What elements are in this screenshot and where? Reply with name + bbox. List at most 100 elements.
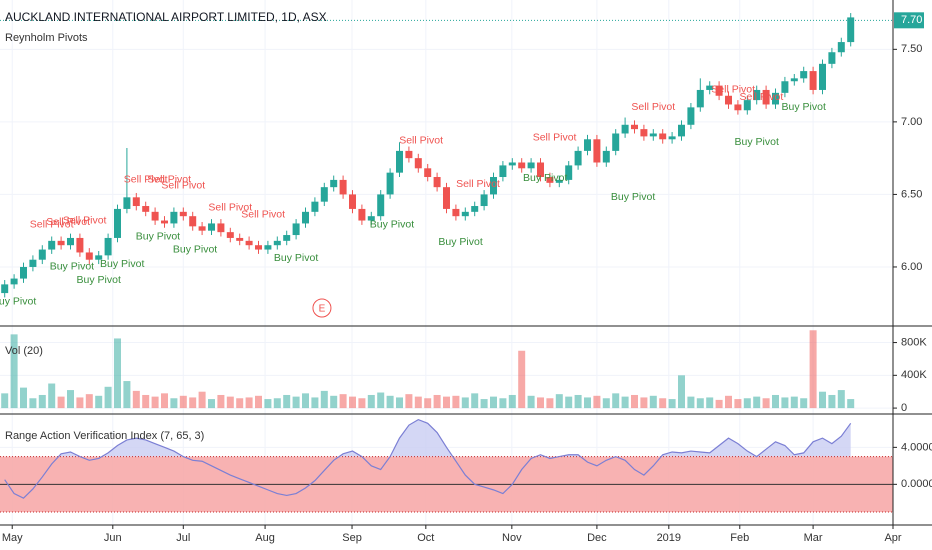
- candle-body: [57, 240, 65, 246]
- volume-bar: [208, 399, 215, 409]
- y-tick-label: 0.0000: [901, 478, 932, 490]
- volume-bar: [311, 397, 319, 409]
- candle-body: [38, 249, 46, 260]
- volume-bar: [649, 395, 657, 409]
- volume-bar: [114, 338, 121, 409]
- volume-bar: [161, 393, 168, 409]
- volume-bar: [809, 330, 817, 409]
- volume-bar: [217, 394, 225, 409]
- y-tick-label: 7.00: [901, 116, 922, 128]
- volume-bar: [781, 397, 789, 409]
- volume-bar: [151, 396, 159, 409]
- last-price-box: [894, 12, 924, 29]
- volume-bar: [302, 393, 309, 409]
- candle-body: [734, 104, 742, 111]
- event-marker: [312, 298, 332, 318]
- volume-bar: [753, 396, 761, 409]
- candle-body: [170, 211, 178, 224]
- candle-body: [236, 237, 244, 241]
- volume-bar: [508, 394, 516, 409]
- volume-bar: [414, 396, 422, 409]
- candle-body: [104, 237, 112, 256]
- volume-bar: [358, 398, 366, 409]
- x-tick-label: Nov: [502, 532, 522, 544]
- candle-body: [725, 95, 732, 105]
- volume-bar: [555, 394, 563, 409]
- candle-body: [508, 162, 516, 166]
- pivot-label: Buy Pivot: [77, 274, 121, 286]
- pivot-label: Buy Pivot: [438, 236, 482, 248]
- volume-bar: [546, 398, 554, 409]
- volume-bar: [367, 394, 375, 409]
- x-tick-label: Apr: [884, 532, 901, 544]
- candle-body: [358, 208, 366, 221]
- volume-bar: [715, 399, 723, 409]
- candle-body: [461, 211, 469, 217]
- volume-bar: [38, 394, 46, 409]
- volume-bar: [424, 398, 432, 409]
- volume-bar: [57, 396, 65, 409]
- volume-bar: [85, 394, 93, 409]
- candle-body: [584, 139, 591, 151]
- volume-bar: [433, 394, 441, 409]
- volume-title: Vol (20): [5, 345, 43, 357]
- indicator-name: Reynholm Pivots: [5, 32, 88, 44]
- volume-bar: [226, 396, 234, 409]
- volume-bar: [132, 390, 140, 409]
- candle-body: [95, 255, 103, 260]
- y-tick-label: 6.50: [901, 188, 922, 200]
- pivot-label: Buy Pivot: [173, 243, 217, 255]
- candle-body: [640, 129, 648, 137]
- volume-bar: [10, 334, 18, 409]
- candle-body: [772, 92, 779, 105]
- candle-body: [339, 179, 347, 195]
- volume-bar: [612, 393, 620, 409]
- candle-body: [621, 124, 629, 134]
- pivot-label: Sell Pivot: [161, 179, 205, 191]
- volume-bar: [236, 398, 244, 409]
- pivot-label: Sell Pivot: [399, 135, 443, 147]
- candle-body: [471, 206, 479, 212]
- candle-body: [762, 89, 770, 105]
- candle-body: [1, 284, 9, 294]
- candle-body: [527, 162, 535, 169]
- candle-body: [537, 162, 544, 178]
- candle-body: [67, 237, 74, 246]
- pivot-label: Buy Pivot: [370, 219, 414, 231]
- candle-body: [433, 177, 441, 188]
- candle-body: [414, 158, 422, 169]
- volume-bar: [687, 396, 695, 409]
- volume-bar: [452, 395, 460, 409]
- candle-body: [367, 216, 375, 221]
- candle-body: [480, 194, 488, 207]
- candle-body: [790, 78, 798, 82]
- candle-body: [396, 150, 403, 173]
- y-tick-label: 400K: [901, 369, 927, 381]
- ravi-title: Range Action Verification Index (7, 65, …: [5, 430, 204, 442]
- candle-body: [687, 107, 695, 125]
- pivot-label: Buy Pivot: [0, 296, 36, 308]
- volume-bar: [198, 391, 206, 409]
- pivot-label: Buy Pivot: [50, 261, 94, 273]
- x-tick-label: Dec: [587, 532, 607, 544]
- candle-body: [452, 208, 460, 217]
- volume-bar: [678, 375, 685, 409]
- volume-bar: [405, 394, 413, 409]
- candle-body: [743, 100, 751, 111]
- y-tick-label: 4.0000: [901, 441, 932, 453]
- candle-body: [198, 226, 206, 231]
- pivot-label: Sell Pivot: [740, 91, 784, 103]
- volume-bar: [499, 398, 507, 409]
- candle-body: [349, 194, 356, 209]
- volume-bar: [349, 396, 356, 409]
- x-tick-label: Mar: [804, 532, 823, 544]
- x-tick-label: May: [2, 532, 23, 544]
- volume-bar: [29, 398, 37, 409]
- pivot-label: Buy Pivot: [782, 101, 826, 113]
- volume-bar: [790, 396, 798, 409]
- volume-bar: [668, 399, 676, 409]
- volume-bar: [1, 393, 9, 409]
- above-level-fill: [58, 419, 851, 457]
